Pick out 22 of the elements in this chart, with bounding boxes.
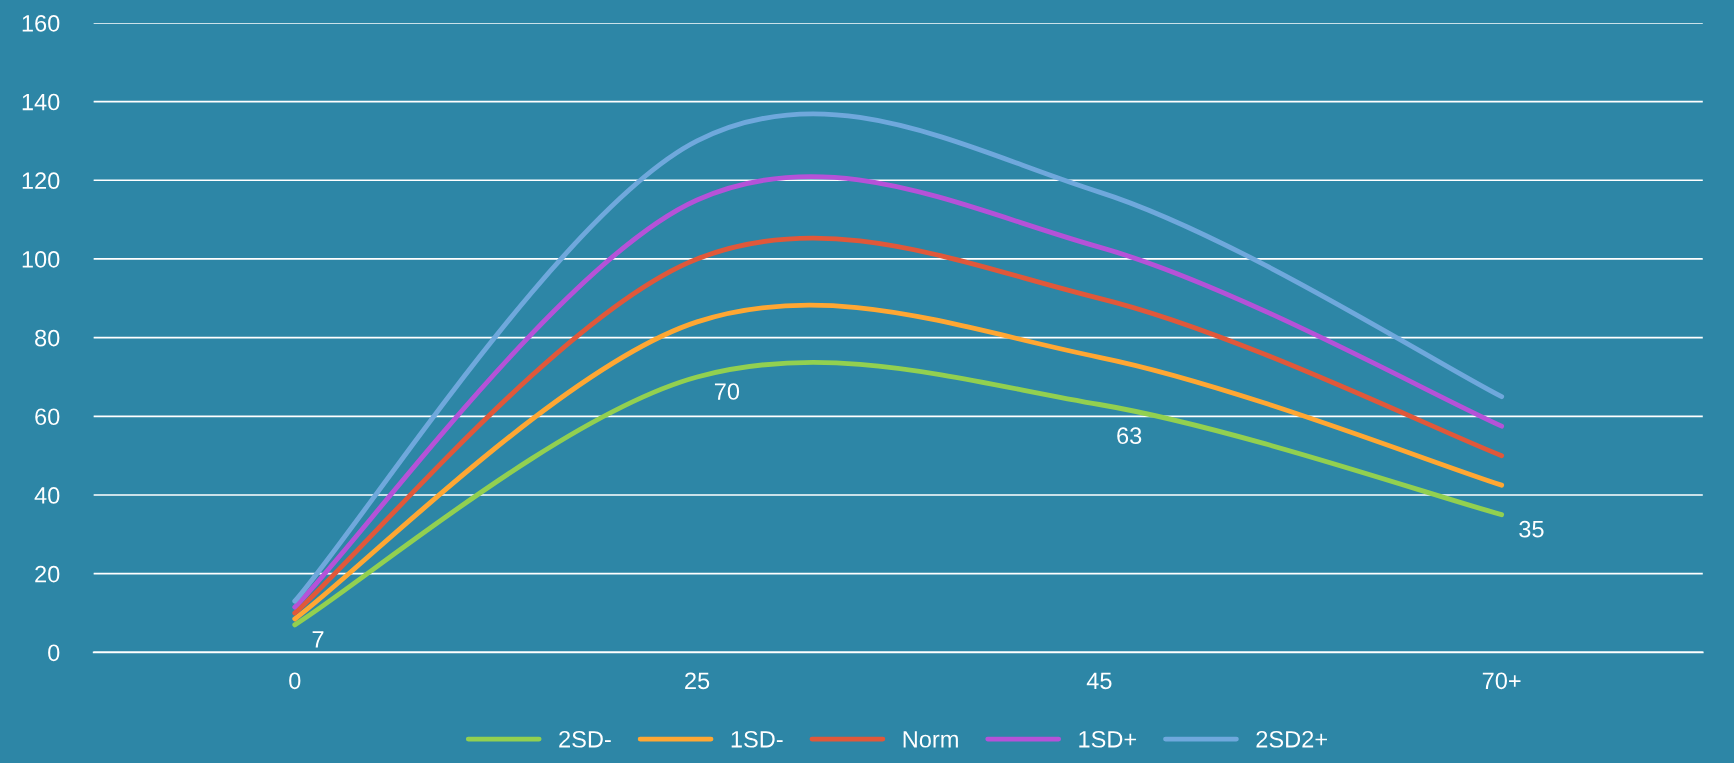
y-tick-label: 140	[22, 93, 60, 111]
y-tick-label: 40	[34, 487, 60, 504]
y-tick-label: 120	[22, 172, 60, 190]
y-tick-label: 60	[35, 408, 60, 426]
data-label: 7	[312, 631, 324, 648]
data-label: 63	[1117, 427, 1142, 445]
y-tick-label: 80	[35, 329, 60, 347]
y-tick-label: 20	[35, 565, 60, 583]
legend-label: 1SD+	[1079, 730, 1137, 748]
x-tick-label: 70+	[1482, 672, 1521, 690]
legend-label: 1SD-	[731, 730, 783, 748]
legend-label: 2SD-	[559, 730, 611, 748]
data-label: 70	[714, 383, 740, 400]
y-tick-label: 0	[48, 644, 60, 662]
legend-label: Norm	[903, 731, 958, 748]
x-tick-label: 0	[289, 672, 301, 690]
y-tick-label: 100	[22, 251, 60, 268]
y-tick-label: 160	[22, 14, 60, 32]
x-tick-label: 45	[1086, 672, 1112, 690]
x-tick-label: 25	[685, 672, 710, 690]
data-label: 35	[1519, 520, 1544, 538]
legend-label: 2SD2+	[1256, 730, 1327, 748]
